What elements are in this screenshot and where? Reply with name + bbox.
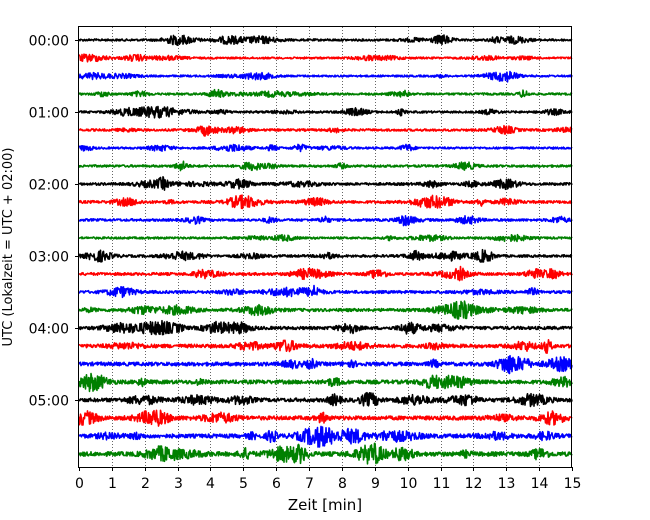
seismogram-traces: [78, 34, 573, 465]
trace-01:30: [78, 143, 573, 153]
trace-05:00: [78, 391, 573, 408]
y-tick-label: 05:00: [29, 394, 69, 410]
y-axis-ticks: 00:00 01:00 02:00 03:00 04:00 05:00: [29, 34, 79, 410]
trace-04:30: [78, 354, 573, 375]
y-tick-label: 00:00: [29, 34, 69, 50]
x-tick-label: 12: [465, 476, 483, 492]
trace-01:00: [78, 105, 573, 119]
trace-03:15: [78, 265, 573, 282]
x-tick-label: 13: [498, 476, 516, 492]
plot-frame: [78, 26, 572, 468]
x-axis-ticks: 0 1 2 3 4 5 6 7 8 9 10 11 12 13 14 15: [75, 467, 581, 492]
trace-00:30: [78, 70, 573, 83]
trace-02:15: [78, 194, 573, 210]
x-tick-label: 6: [272, 476, 281, 492]
x-tick-label: 9: [371, 476, 380, 492]
trace-01:45: [78, 160, 573, 172]
x-tick-label: 5: [239, 476, 248, 492]
y-tick-label: 04:00: [29, 322, 69, 338]
trace-05:30: [78, 425, 573, 448]
trace-02:00: [78, 175, 573, 191]
y-tick-label: 01:00: [29, 106, 69, 122]
trace-00:15: [78, 53, 573, 63]
x-tick-label: 8: [338, 476, 347, 492]
x-tick-label: 11: [433, 476, 451, 492]
y-tick-label: 02:00: [29, 178, 69, 194]
trace-03:30: [78, 284, 573, 299]
x-tick-label: 15: [564, 476, 582, 492]
trace-04:00: [78, 319, 573, 336]
x-tick-label: 7: [305, 476, 314, 492]
trace-03:45: [78, 300, 573, 320]
x-tick-label: 3: [174, 476, 183, 492]
x-tick-label: 1: [108, 476, 117, 492]
trace-04:15: [78, 338, 573, 354]
y-tick-label: 03:00: [29, 250, 69, 266]
trace-05:15: [78, 409, 573, 427]
trace-04:45: [78, 372, 573, 393]
x-tick-label: 4: [206, 476, 215, 492]
x-tick-label: 0: [75, 476, 84, 492]
x-tick-label: 2: [141, 476, 150, 492]
trace-02:30: [78, 214, 573, 227]
trace-03:00: [78, 248, 573, 263]
x-tick-label: 14: [531, 476, 549, 492]
y-axis-label: UTC (Lokalzeit = UTC + 02:00): [1, 148, 16, 347]
trace-02:45: [78, 233, 573, 243]
trace-00:45: [78, 88, 573, 99]
trace-01:15: [78, 124, 573, 137]
x-axis-label: Zeit [min]: [288, 496, 362, 514]
trace-00:00: [78, 34, 573, 46]
trace-05:45: [78, 442, 573, 465]
x-tick-label: 10: [400, 476, 418, 492]
